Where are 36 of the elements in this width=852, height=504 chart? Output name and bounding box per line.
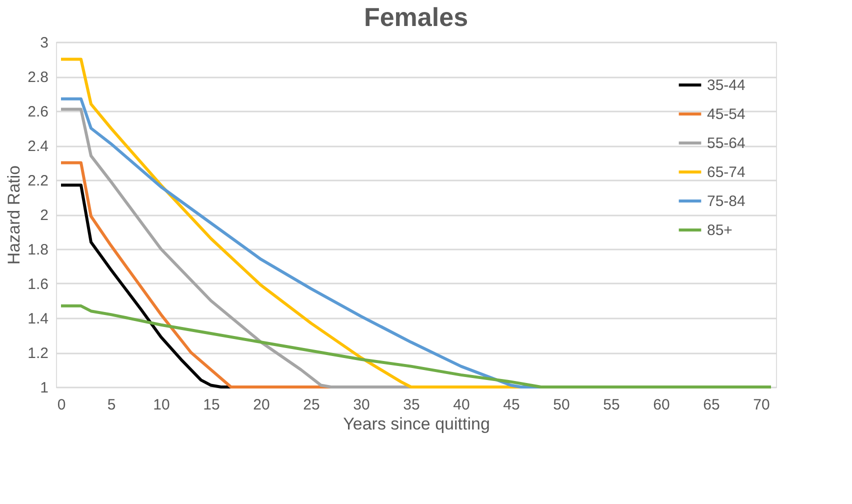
x-tick-label: 20 xyxy=(253,396,270,414)
y-tick-label: 1 xyxy=(40,380,48,396)
x-tick-label: 35 xyxy=(403,396,420,414)
y-axis-title: Hazard Ratio xyxy=(4,165,24,265)
x-tick-label: 55 xyxy=(603,396,620,414)
x-tick-label: 30 xyxy=(353,396,370,414)
legend-label: 75-84 xyxy=(707,193,746,210)
x-tick-label: 45 xyxy=(503,396,520,414)
y-tick-label: 2.8 xyxy=(28,69,48,86)
legend-label: 65-74 xyxy=(707,164,746,181)
x-tick-label: 40 xyxy=(453,396,470,414)
y-tick-label: 2.4 xyxy=(28,138,48,155)
y-tick-label: 1.2 xyxy=(28,345,48,362)
x-tick-label: 65 xyxy=(703,396,720,414)
y-tick-label: 3 xyxy=(40,34,48,52)
chart-title: Females xyxy=(364,2,468,32)
x-tick-label: 50 xyxy=(553,396,570,414)
x-axis-title: Years since quitting xyxy=(343,414,490,434)
y-tick-label: 2.6 xyxy=(28,104,48,120)
legend-label: 55-64 xyxy=(707,135,746,152)
x-tick-label: 25 xyxy=(303,396,320,414)
legend-label: 85+ xyxy=(707,222,733,239)
y-tick-label: 1.8 xyxy=(28,242,48,258)
x-tick-label: 10 xyxy=(153,396,170,414)
y-tick-label: 2.2 xyxy=(28,172,48,190)
x-tick-label: 5 xyxy=(107,396,116,414)
y-tick-label: 2 xyxy=(40,207,48,224)
x-tick-label: 70 xyxy=(753,396,770,414)
line-series xyxy=(60,304,772,388)
legend-label: 35-44 xyxy=(707,77,746,94)
x-tick-label: 0 xyxy=(57,396,66,414)
legend-label: 45-54 xyxy=(707,106,746,123)
y-tick-label: 1.4 xyxy=(28,310,48,328)
x-tick-label: 15 xyxy=(203,396,220,414)
y-tick-label: 1.6 xyxy=(28,276,48,293)
x-tick-label: 60 xyxy=(653,396,670,414)
